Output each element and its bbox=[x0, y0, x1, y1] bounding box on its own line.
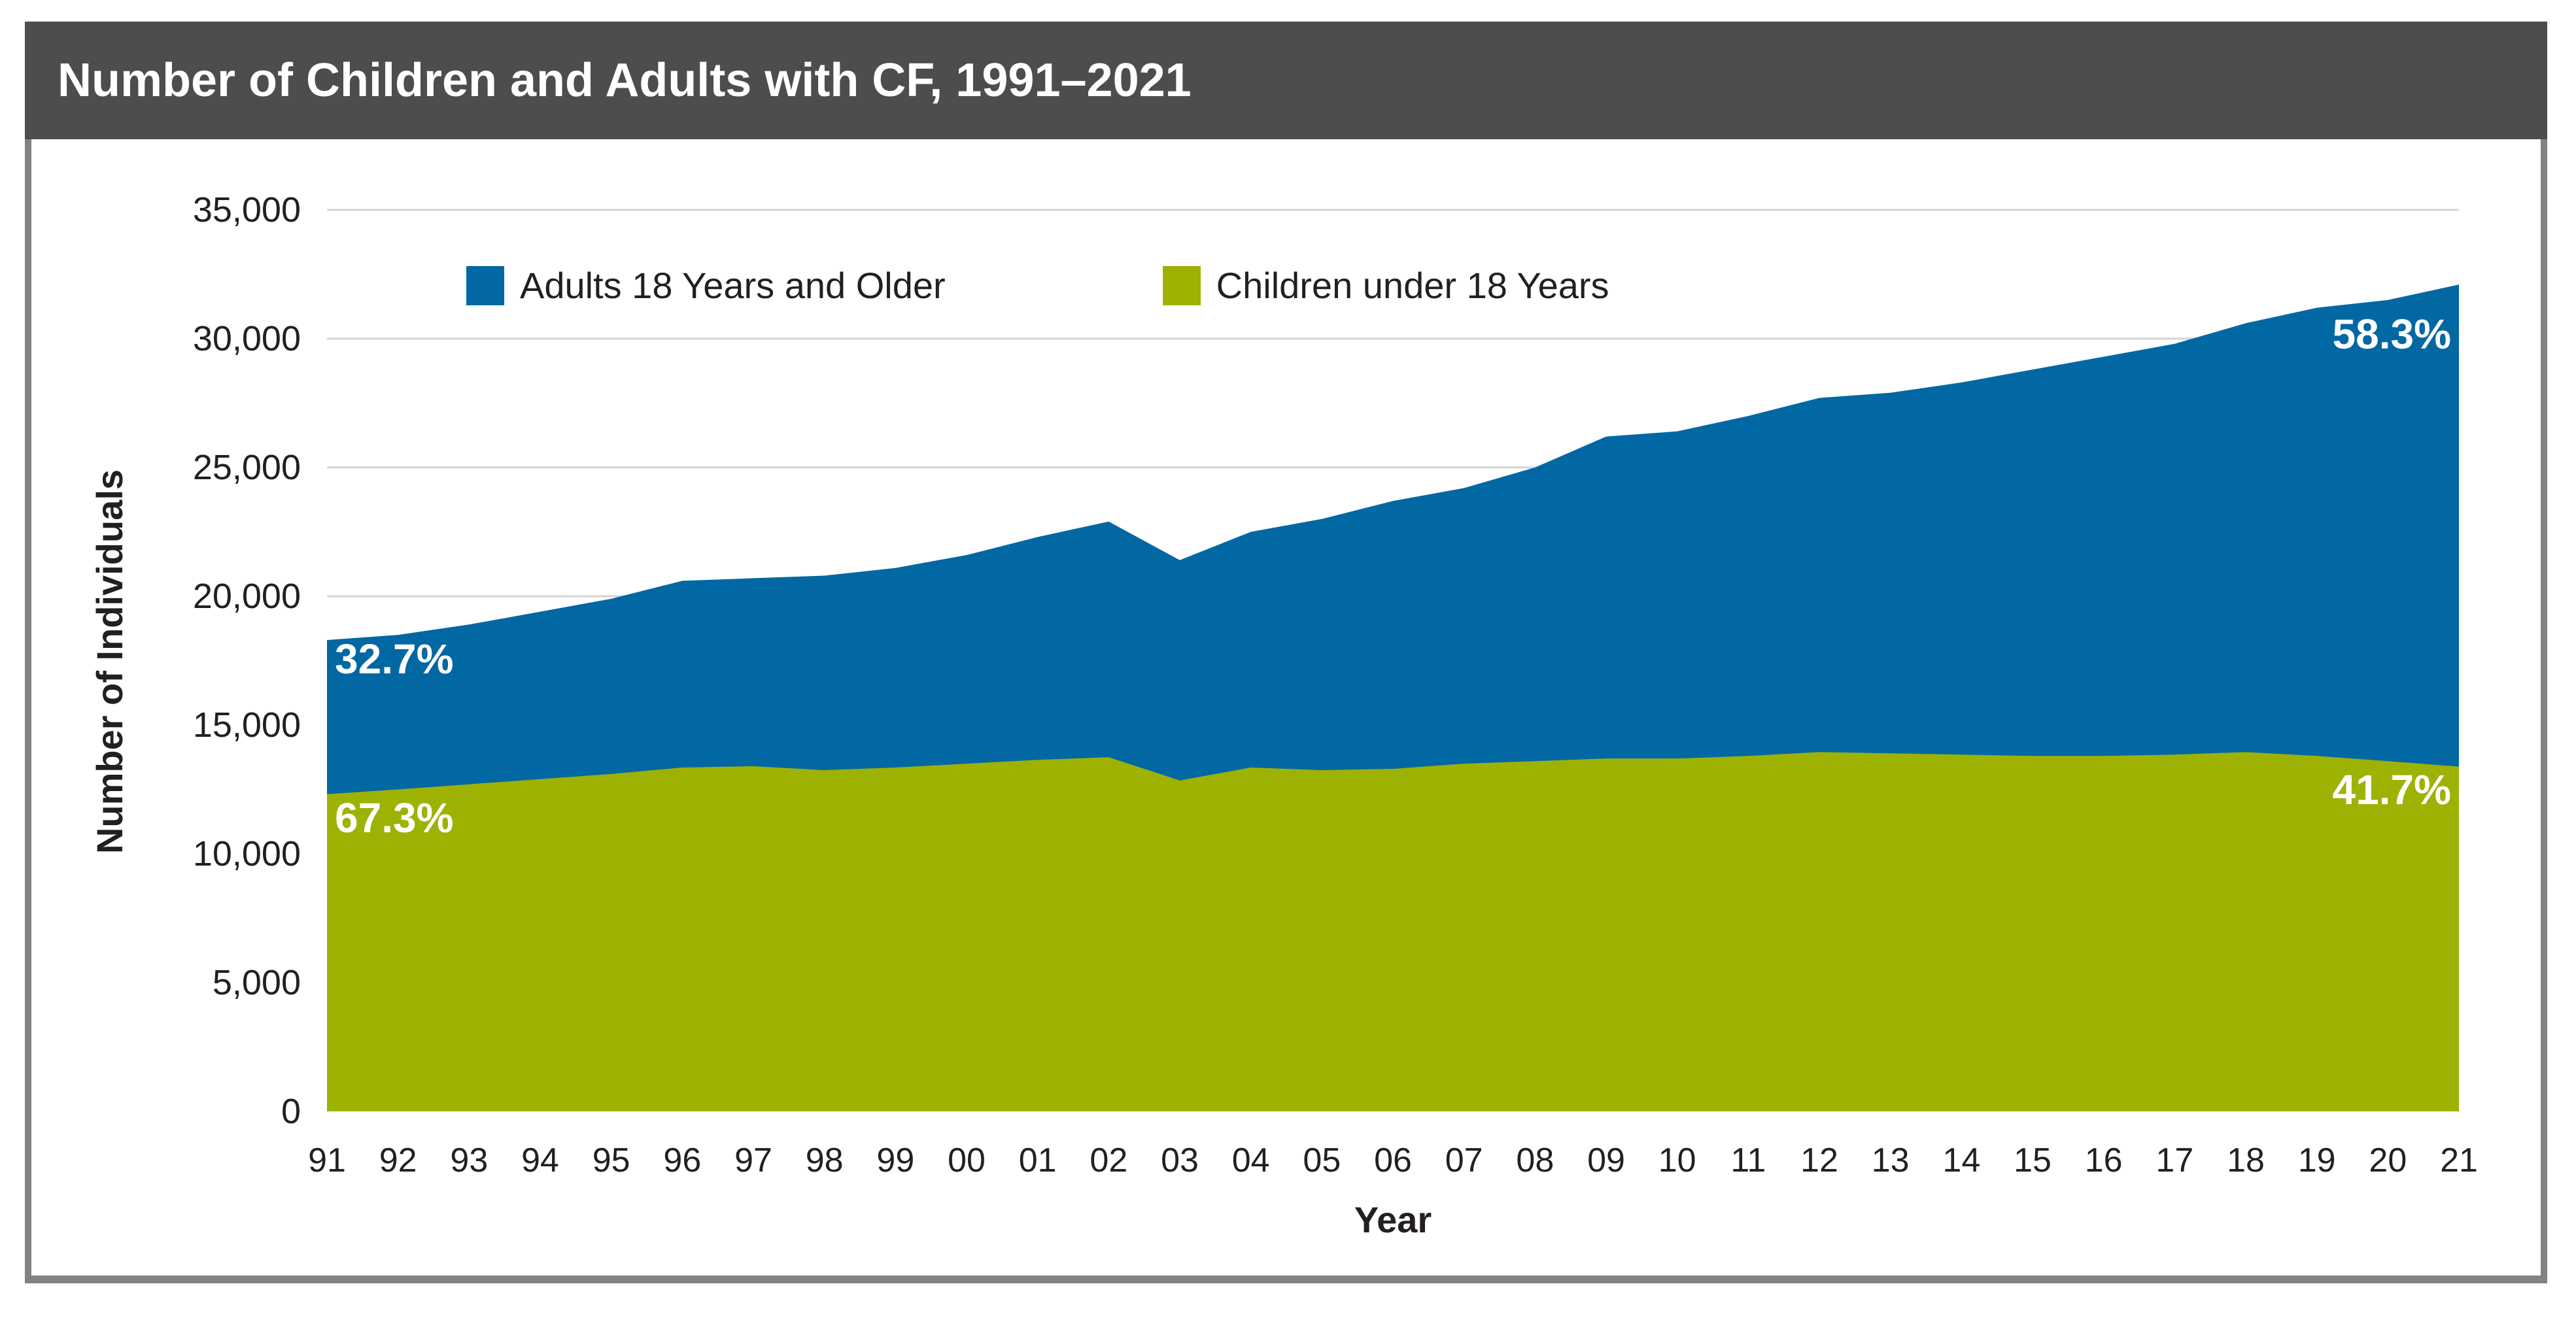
x-tick-label: 04 bbox=[1231, 1141, 1270, 1179]
x-tick-label: 92 bbox=[379, 1141, 417, 1179]
adults-legend-label: Adults 18 Years and Older bbox=[520, 265, 946, 306]
y-tick-label: 0 bbox=[281, 1092, 301, 1131]
x-tick-label: 03 bbox=[1161, 1141, 1199, 1179]
x-tick-label: 15 bbox=[2014, 1141, 2052, 1179]
children-end-percent-label: 41.7% bbox=[2332, 766, 2451, 813]
stacked-area-chart bbox=[327, 209, 2459, 1111]
x-tick-label: 05 bbox=[1303, 1141, 1341, 1179]
x-tick-label: 96 bbox=[663, 1141, 702, 1179]
y-tick-label: 30,000 bbox=[192, 319, 301, 358]
x-tick-label: 97 bbox=[734, 1141, 772, 1179]
x-tick-label: 99 bbox=[876, 1141, 915, 1179]
x-tick-label: 12 bbox=[1800, 1141, 1838, 1179]
children-legend-label: Children under 18 Years bbox=[1216, 265, 1609, 306]
x-tick-label: 91 bbox=[308, 1141, 346, 1179]
x-tick-label: 06 bbox=[1374, 1141, 1412, 1179]
adults-end-percent-label: 58.3% bbox=[2332, 311, 2451, 358]
y-tick-label: 35,000 bbox=[192, 190, 301, 229]
y-axis-title: Number of Individuals bbox=[89, 469, 130, 854]
x-tick-label: 10 bbox=[1658, 1141, 1696, 1179]
x-tick-label: 93 bbox=[450, 1141, 489, 1179]
x-tick-label: 20 bbox=[2369, 1141, 2407, 1179]
x-tick-label: 14 bbox=[1942, 1141, 1981, 1179]
x-tick-label: 17 bbox=[2155, 1141, 2194, 1179]
y-tick-label: 25,000 bbox=[192, 448, 301, 487]
children-area-series bbox=[327, 752, 2459, 1111]
chart-title: Number of Children and Adults with CF, 1… bbox=[58, 54, 1192, 107]
children-start-percent-label: 67.3% bbox=[335, 794, 454, 841]
x-tick-label: 11 bbox=[1730, 1141, 1766, 1179]
x-tick-label: 07 bbox=[1445, 1141, 1483, 1179]
y-tick-label: 15,000 bbox=[192, 705, 301, 745]
legend-item-adults: Adults 18 Years and Older bbox=[466, 265, 946, 306]
x-tick-label: 16 bbox=[2084, 1141, 2123, 1179]
x-tick-label: 09 bbox=[1587, 1141, 1625, 1179]
x-tick-label: 13 bbox=[1871, 1141, 1910, 1179]
y-tick-label: 10,000 bbox=[192, 834, 301, 873]
legend-item-children: Children under 18 Years bbox=[1162, 265, 1609, 306]
children-legend-swatch-icon bbox=[1162, 266, 1201, 305]
x-tick-label: 08 bbox=[1516, 1141, 1554, 1179]
x-axis-title: Year bbox=[1354, 1199, 1432, 1240]
x-tick-label: 94 bbox=[521, 1141, 559, 1179]
y-tick-label: 5,000 bbox=[212, 963, 301, 1002]
y-tick-label: 20,000 bbox=[192, 577, 301, 616]
x-tick-label: 02 bbox=[1090, 1141, 1128, 1179]
x-tick-label: 01 bbox=[1018, 1141, 1057, 1179]
x-tick-label: 18 bbox=[2227, 1141, 2265, 1179]
chart-title-bar: Number of Children and Adults with CF, 1… bbox=[25, 22, 2547, 139]
x-tick-label: 19 bbox=[2297, 1141, 2336, 1179]
x-tick-label: 98 bbox=[805, 1141, 844, 1179]
chart-legend: Adults 18 Years and Older Children under… bbox=[466, 265, 1609, 306]
x-tick-label: 00 bbox=[948, 1141, 986, 1179]
adults-start-percent-label: 32.7% bbox=[335, 635, 454, 683]
x-tick-label: 95 bbox=[592, 1141, 630, 1179]
x-tick-label: 21 bbox=[2440, 1141, 2478, 1179]
adults-legend-swatch-icon bbox=[466, 266, 504, 305]
